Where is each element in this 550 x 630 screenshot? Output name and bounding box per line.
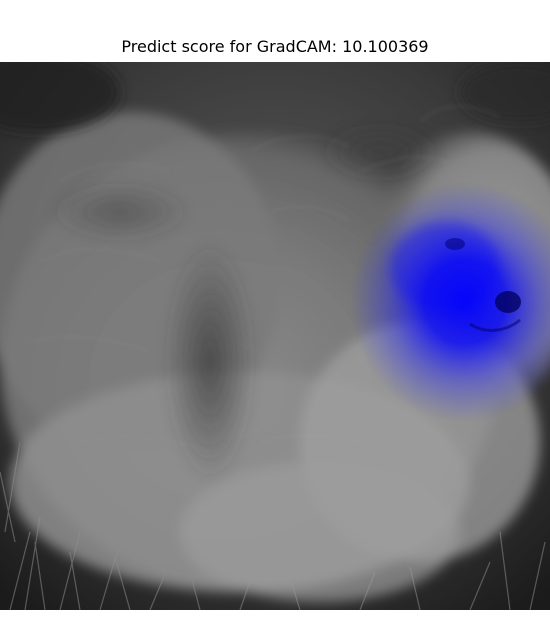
dog-eye [445,238,465,250]
fur-shadows [0,62,550,482]
fur-texture [29,105,501,453]
gradcam-image-panel [0,62,550,610]
dog-mouth [469,318,521,332]
dog-face [445,238,521,332]
gradcam-heatmap [350,182,550,422]
gradcam-image [0,62,550,610]
figure-title: Predict score for GradCAM: 10.100369 [121,37,429,56]
dog-nose [495,291,521,313]
